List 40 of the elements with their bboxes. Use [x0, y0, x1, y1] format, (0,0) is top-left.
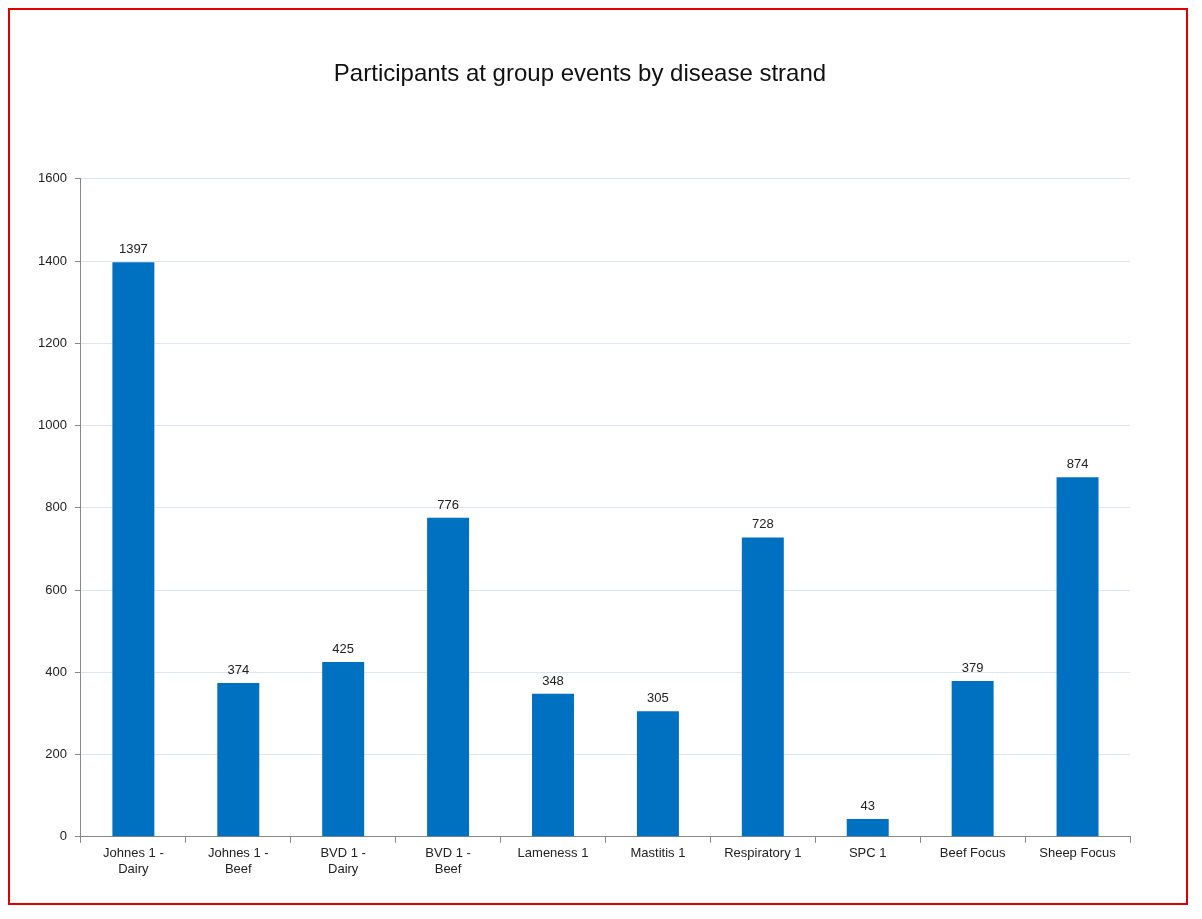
x-tick-label: Lameness 1 [517, 845, 589, 861]
y-tick-label: 1200 [38, 334, 67, 350]
data-label: 43 [860, 798, 875, 814]
data-label: 374 [227, 662, 250, 678]
chart-title: Participants at group events by disease strand [333, 59, 827, 87]
y-tick-label: 600 [45, 581, 67, 597]
bar [532, 693, 574, 837]
y-tick-label: 1000 [38, 417, 67, 433]
data-label: 728 [751, 516, 774, 532]
bar [636, 711, 679, 837]
data-label: 425 [332, 641, 355, 657]
data-label: 1397 [118, 241, 148, 257]
bar [951, 680, 994, 837]
bar [322, 662, 365, 837]
x-tick-label: Sheep Focus [1039, 845, 1117, 861]
bar [427, 517, 470, 837]
bar [741, 537, 784, 837]
y-tick-label: 1400 [38, 252, 67, 268]
y-tick-label: 800 [45, 499, 67, 515]
x-tick-label: Johnes 1 - Dairy [103, 845, 164, 876]
bar [217, 682, 260, 837]
bar [846, 819, 889, 837]
data-label: 305 [647, 690, 669, 706]
data-label: 348 [542, 672, 564, 688]
y-tick-label: 1600 [38, 170, 67, 186]
data-label: 379 [961, 660, 984, 676]
x-tick-label: BVD 1 - Dairy [320, 845, 366, 876]
data-label: 874 [1066, 456, 1089, 472]
bar [112, 262, 155, 837]
y-tick-label: 0 [59, 828, 67, 844]
x-tick-label: Mastitis 1 [630, 845, 686, 861]
x-tick-label: Respiratory 1 [724, 845, 802, 861]
y-tick-label: 400 [45, 663, 67, 679]
x-tick-label: BVD 1 - Beef [425, 845, 471, 876]
x-tick-label: Johnes 1 - Beef [207, 845, 269, 876]
x-tick-label: Beef Focus [939, 845, 1007, 861]
bar [1056, 477, 1099, 837]
y-tick-label: 200 [45, 746, 67, 762]
data-label: 776 [437, 496, 459, 512]
x-tick-label: SPC 1 [848, 845, 887, 861]
